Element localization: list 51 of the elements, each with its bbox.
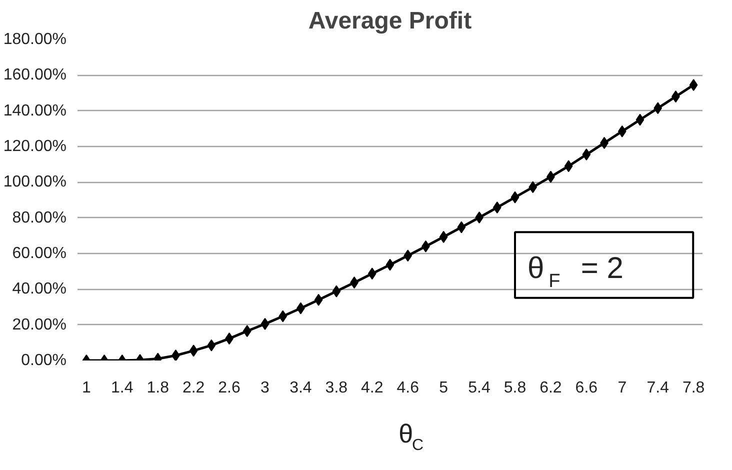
point (314, 294, 323, 306)
y-tick-label: 160.00% (3, 66, 67, 84)
point (492, 201, 502, 214)
x-tick-label: 3.4 (290, 380, 312, 396)
point (510, 191, 520, 204)
x-tick-label: 5.4 (468, 380, 491, 396)
point (654, 102, 662, 114)
point (332, 285, 341, 298)
x-tick-label: 7 (618, 380, 627, 396)
x-tick-label: 1.4 (111, 380, 134, 396)
point (207, 339, 216, 352)
y-tick-label: 120.00% (3, 138, 67, 155)
x-tick-label: 1 (82, 380, 91, 396)
y-tick-label: 100.00% (3, 174, 67, 191)
y-tick-label: 20.00% (12, 316, 66, 334)
x-tick-label: 5 (439, 380, 448, 396)
x-tick-label: 3 (260, 380, 270, 396)
x-tick-label: 3.8 (325, 380, 348, 396)
point (689, 78, 698, 91)
y-tick-label: 140.00% (3, 102, 67, 120)
point (564, 160, 573, 172)
y-tick-label: 0.00% (21, 352, 67, 369)
x-tick-label: 2.2 (182, 380, 205, 396)
x-tick-label: 4.6 (396, 380, 420, 396)
y-tick-label: 60.00% (12, 245, 66, 262)
point (528, 181, 538, 194)
point (457, 221, 466, 234)
point (260, 318, 270, 330)
x-tick-label: 1.8 (146, 380, 170, 396)
point (368, 268, 376, 280)
point (278, 310, 288, 322)
y-tick-label: 40.00% (12, 280, 66, 298)
y-tick-label: 180.00% (3, 31, 67, 48)
chart-title: Average Profit (308, 8, 472, 34)
x-tick-label: 6.2 (540, 380, 562, 396)
x-tick-label: 5.8 (504, 380, 526, 396)
y-tick-label: 80.00% (12, 209, 66, 226)
x-tick-label: 7.4 (646, 380, 670, 396)
x-tick-label: 7.8 (682, 380, 705, 396)
x-tick-label: 4.2 (361, 380, 384, 396)
point (618, 125, 626, 138)
point (242, 325, 252, 338)
x-tick-label: 6.6 (575, 380, 598, 396)
x-tick-label: 2.6 (218, 380, 241, 396)
point (439, 230, 448, 243)
point (189, 344, 198, 357)
point (636, 114, 644, 126)
point (386, 258, 394, 271)
point (582, 148, 591, 161)
point (172, 350, 180, 360)
point (404, 250, 412, 262)
